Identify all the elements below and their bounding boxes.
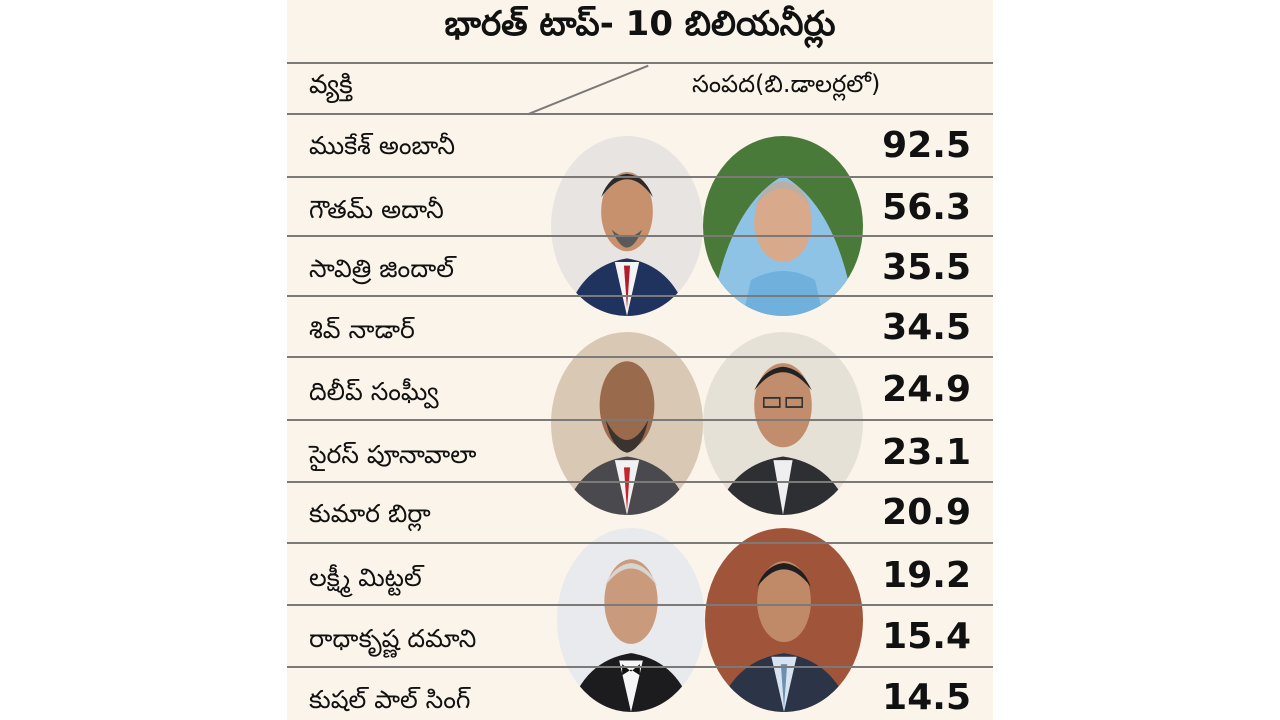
row-rule-7	[287, 542, 993, 544]
row-rule-6	[287, 481, 993, 483]
row-rule-1	[287, 176, 993, 178]
row-rule-3	[287, 295, 993, 297]
row-name-8: లక్ష్మీ మిట్టల్	[309, 563, 422, 592]
portrait-photo-poonawalla	[557, 528, 705, 712]
row-value-10: 14.5	[882, 677, 971, 718]
portrait-photo-birla	[705, 528, 863, 712]
portrait-photo-adani	[551, 136, 703, 316]
column-header-wealth: సంపద(బి.డాలర్లలో)	[692, 70, 881, 98]
row-name-1: ముకేశ్ అంబానీ	[309, 131, 456, 160]
portrait-photo-jindal	[703, 136, 863, 316]
row-rule-5	[287, 419, 993, 421]
row-rule-9	[287, 666, 993, 668]
row-rule-4	[287, 356, 993, 358]
row-name-5: దిలీప్ సంఘ్వీ	[309, 377, 439, 406]
row-value-4: 34.5	[882, 307, 971, 348]
row-value-2: 56.3	[882, 187, 971, 228]
portrait-photo-sanghvi	[703, 332, 863, 515]
row-value-8: 19.2	[882, 555, 971, 596]
row-name-4: శివ్ నాడార్	[309, 315, 415, 344]
row-value-6: 23.1	[882, 432, 971, 473]
header-top-rule	[287, 62, 993, 64]
row-name-2: గౌతమ్ అదానీ	[309, 195, 444, 224]
header-diagonal-rule	[527, 64, 649, 116]
column-header-person: వ్యక్తి	[309, 70, 353, 100]
page-title: భారత్ టాప్- 10 బిలియనీర్లు	[444, 4, 836, 44]
row-name-7: కుమార బిర్లా	[309, 499, 431, 528]
row-name-3: సావిత్రి జిందాల్	[309, 254, 454, 283]
row-value-9: 15.4	[882, 616, 971, 657]
row-value-3: 35.5	[882, 247, 971, 288]
row-rule-2	[287, 235, 993, 237]
row-value-7: 20.9	[882, 492, 971, 533]
row-rule-8	[287, 604, 993, 606]
row-name-9: రాధాకృష్ణ దమాని	[309, 624, 477, 653]
row-value-1: 92.5	[882, 125, 971, 166]
row-name-10: కుషల్ పాల్ సింగ్	[309, 685, 471, 714]
billionaire-panel: భారత్ టాప్- 10 బిలియనీర్లు వ్యక్తి సంపద(…	[287, 0, 993, 720]
row-value-5: 24.9	[882, 369, 971, 410]
portrait-photo-nadar	[551, 332, 703, 515]
row-name-6: సైరస్ పూనావాలా	[309, 440, 477, 469]
header-bottom-rule	[287, 113, 993, 115]
